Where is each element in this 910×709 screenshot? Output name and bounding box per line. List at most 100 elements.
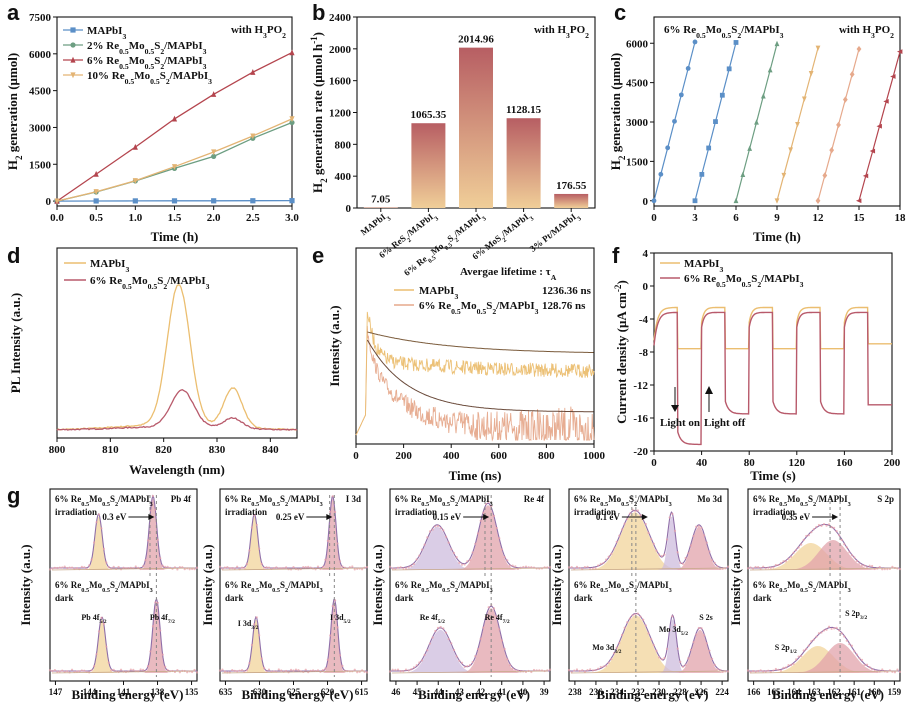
panel-a-legend-text-part: 3 [203, 47, 207, 56]
panel-c-label: c [614, 0, 626, 25]
panel-c-point [883, 98, 889, 104]
xps-x-tick-label: 42 [476, 687, 486, 697]
panel-a-legend-text-part: S [154, 40, 160, 52]
panel-f-y-tick-label: -8 [639, 347, 649, 359]
xps-x-tick-label: 615 [355, 687, 369, 697]
xps-subpanel-2: 46 45 44 43 42 41 40 39 Binding energy (eV) Inten… [370, 488, 552, 702]
xps-data-dot [112, 565, 115, 568]
xps-data-dot [762, 670, 765, 673]
xps-sample-dark-part: /MAPbI [287, 580, 320, 590]
xps-component [50, 516, 197, 570]
xps-dark: dark [395, 593, 414, 603]
xps-data-dot [605, 558, 608, 561]
panel-f-series-line [653, 311, 892, 446]
panel-b-ylabel-part: -1 [309, 36, 319, 44]
panel-c-point [754, 119, 759, 125]
panel-b-ylabel-part: H [310, 183, 325, 193]
xps-data-dot [578, 669, 581, 673]
xps-data-dot [193, 668, 196, 672]
xps-data-dot [658, 553, 661, 556]
xps-data-dot [309, 566, 312, 569]
xps-xlabel: Binding energy (eV) [242, 687, 354, 702]
xps-data-dot [402, 669, 405, 673]
panel-a-legend-marker [70, 42, 76, 48]
panel-a-point [250, 198, 256, 204]
xps-frame [747, 488, 901, 682]
xps-data-dot [679, 561, 682, 564]
xps-data-dot [102, 547, 105, 551]
xps-data-dot [107, 565, 110, 569]
panel-c-point [788, 147, 794, 153]
panel-c-annotation: with H3PO2 [839, 24, 894, 40]
xps-sample-dark-part: 6% Re [55, 580, 81, 590]
xps-data-dot [95, 521, 98, 524]
panel-b-value-label: 1128.15 [506, 104, 542, 116]
panel-e-fit-line [367, 331, 594, 353]
xps-sample-irr: 6% Re0.5Mo0.5S2/MAPbI3 [55, 494, 153, 508]
panel-d-legend-text: 6% Re0.5Mo0.5S2/MAPbI3 [90, 275, 210, 291]
xps-data-dot [599, 665, 602, 669]
xps-data-dot [492, 514, 496, 517]
panel-f-y-tick-label: -4 [639, 314, 649, 326]
xps-data-dot [58, 670, 61, 673]
xps-data-dot [132, 668, 135, 671]
xps-data-dot [594, 668, 597, 672]
xps-sample-irr-part: /MAPbI [815, 494, 848, 504]
xps-data-dot [620, 528, 624, 531]
panel-a-point [211, 153, 217, 160]
panel-d-xlabel: Wavelength (nm) [129, 462, 225, 477]
xps-data-dot [692, 534, 695, 538]
panel-f-ylabel-part: Current density (μA cm [614, 292, 629, 424]
panel-e-legend-text-part: MAPbI [419, 285, 454, 297]
xps-data-dot [476, 532, 480, 535]
xps-data-dot [412, 562, 416, 566]
xps-sample-irr-part: 0.5 [800, 501, 808, 508]
xps-sample-irr-part: 2 [813, 501, 816, 508]
xps-sample-irr: 6% Re0.5Mo0.5S2/MAPbI3 [225, 494, 323, 508]
xps-sample-irr-part: 3 [320, 501, 323, 508]
xps-baseline [570, 567, 727, 571]
xps-data-dot [663, 656, 666, 660]
xps-sample-dark-part: Mo [429, 580, 442, 590]
xps-data-dot [471, 660, 474, 664]
xps-data-dot [304, 668, 307, 671]
xps-data-dot [463, 665, 466, 669]
panel-a-legend-text: 6% Re0.5Mo0.5S2/MAPbI3 [87, 55, 207, 71]
panel-b-value-label: 2014.96 [458, 34, 494, 46]
xps-data-dot [503, 555, 506, 559]
panel-b-category-label-part: 3 [528, 215, 535, 222]
xps-data-dot [391, 668, 394, 671]
xps-data-dot [746, 669, 750, 672]
xps-data-dot [292, 669, 295, 672]
panel-c-point [815, 45, 821, 51]
xps-data-dot [321, 565, 324, 568]
xps-sample-dark: 6% Re0.5Mo0.5S2/MAPbI3 [574, 580, 672, 594]
xps-component [220, 516, 367, 570]
xps-sample-irr-part: /MAPbI [117, 494, 150, 504]
panel-e-ylabel: Intensity (a.u.) [327, 305, 342, 386]
xps-peak-label-part: Mo 3d [659, 625, 682, 634]
panel-c-point [829, 146, 835, 154]
xps-irradiation: irradiation [395, 507, 437, 517]
panel-e-x-tick-label: 1000 [583, 450, 606, 462]
xps-data-dot [434, 629, 437, 633]
xps-sample-dark-part: 0.5 [272, 587, 280, 594]
xps-data-dot [164, 665, 167, 668]
panel-a-legend-text-part: 0.5 [145, 62, 155, 71]
panel-c-ylabel-part: 2 [617, 155, 627, 160]
xps-baseline [749, 567, 899, 571]
xps-data-dot [514, 565, 517, 568]
xps-data-dot [248, 662, 251, 665]
panel-a-ylabel-part: H [5, 160, 20, 170]
xps-data-dot [97, 630, 101, 633]
xps-x-tick-label: 226 [694, 687, 708, 697]
panel-b-y-tick-label: 400 [335, 171, 352, 183]
panel-d-ylabel: PL Intensity (a.u.) [8, 293, 23, 393]
xps-peak-label-part: 5/2 [681, 631, 688, 637]
panel-a-point [171, 115, 178, 122]
xps-data-dot [612, 547, 616, 550]
xps-data-dot [221, 567, 224, 570]
xps-data-dot [898, 670, 902, 673]
xps-data-dot [151, 494, 154, 498]
